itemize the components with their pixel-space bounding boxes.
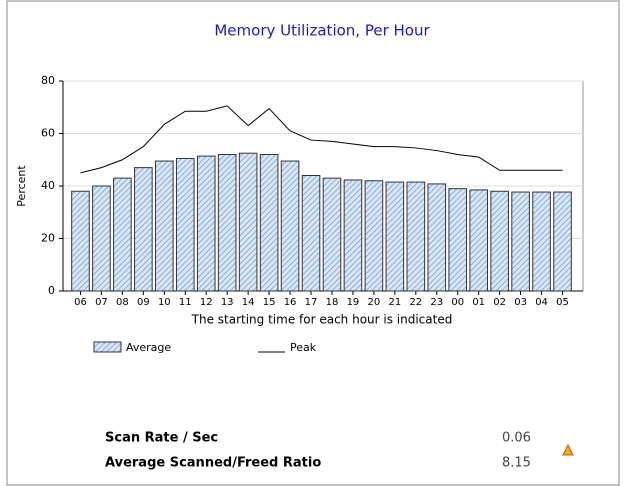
x-tick-label: 08	[116, 297, 129, 308]
frame	[6, 0, 620, 486]
stat-label: Scan Rate / Sec	[105, 431, 218, 446]
x-tick-label: 05	[556, 297, 569, 308]
bar	[280, 160, 300, 292]
bar	[469, 189, 488, 292]
x-tick-label: 22	[409, 297, 422, 308]
x-tick-label: 17	[305, 297, 318, 308]
legend-label: Peak	[290, 341, 317, 354]
stat-value: 0.06	[502, 431, 531, 446]
bar	[427, 183, 447, 292]
line	[80, 105, 563, 174]
x-tick-label: 11	[179, 297, 192, 308]
bar	[217, 154, 237, 292]
x-tick-label: 15	[263, 297, 276, 308]
bar	[364, 180, 384, 292]
y-axis-label: Percent	[15, 165, 28, 207]
stat-value: 8.15	[502, 456, 531, 471]
bar	[196, 155, 216, 292]
x-tick-label: 23	[430, 297, 443, 308]
stat-label: Average Scanned/Freed Ratio	[105, 456, 321, 471]
y-tick-label: 40	[41, 179, 55, 192]
x-tick-label: 07	[95, 297, 108, 308]
x-tick-label: 01	[472, 297, 485, 308]
x-tick-label: 10	[158, 297, 171, 308]
bar	[92, 185, 111, 292]
x-axis-label: The starting time for each hour is indic…	[191, 313, 453, 327]
x-tick-label: 13	[221, 297, 234, 308]
bar	[155, 160, 174, 292]
y-tick-label: 0	[48, 284, 55, 297]
bar	[301, 175, 321, 292]
bar	[113, 177, 132, 292]
x-tick-label: 21	[388, 297, 401, 308]
warning-icon	[562, 443, 574, 456]
bar	[553, 191, 572, 292]
bar	[175, 157, 195, 292]
x-tick-label: 00	[451, 297, 464, 308]
legend-swatch	[93, 341, 122, 353]
x-tick-label: 04	[535, 297, 548, 308]
bar	[322, 177, 342, 292]
x-tick-label: 09	[137, 297, 150, 308]
bar	[238, 152, 258, 292]
x-tick-label: 16	[284, 297, 297, 308]
bar	[511, 191, 530, 292]
bar	[71, 190, 90, 292]
y-tick-label: 20	[41, 232, 55, 245]
x-tick-label: 03	[514, 297, 527, 308]
x-tick-label: 02	[493, 297, 506, 308]
x-tick-label: 12	[200, 297, 213, 308]
bar	[448, 188, 468, 292]
x-tick-label: 14	[242, 297, 255, 308]
bar	[259, 154, 279, 292]
legend-label: Average	[126, 341, 171, 354]
bar	[385, 181, 405, 292]
x-tick-label: 18	[326, 297, 339, 308]
bar	[406, 181, 426, 292]
bar	[134, 167, 153, 292]
y-tick-label: 60	[41, 127, 55, 140]
chart-title: Memory Utilization, Per Hour	[214, 22, 430, 40]
y-tick-label: 80	[41, 74, 55, 87]
bar	[343, 179, 363, 292]
bar	[490, 190, 509, 292]
x-tick-label: 19	[347, 297, 360, 308]
bar	[532, 191, 551, 292]
x-tick-label: 06	[74, 297, 87, 308]
x-tick-label: 20	[368, 297, 381, 308]
